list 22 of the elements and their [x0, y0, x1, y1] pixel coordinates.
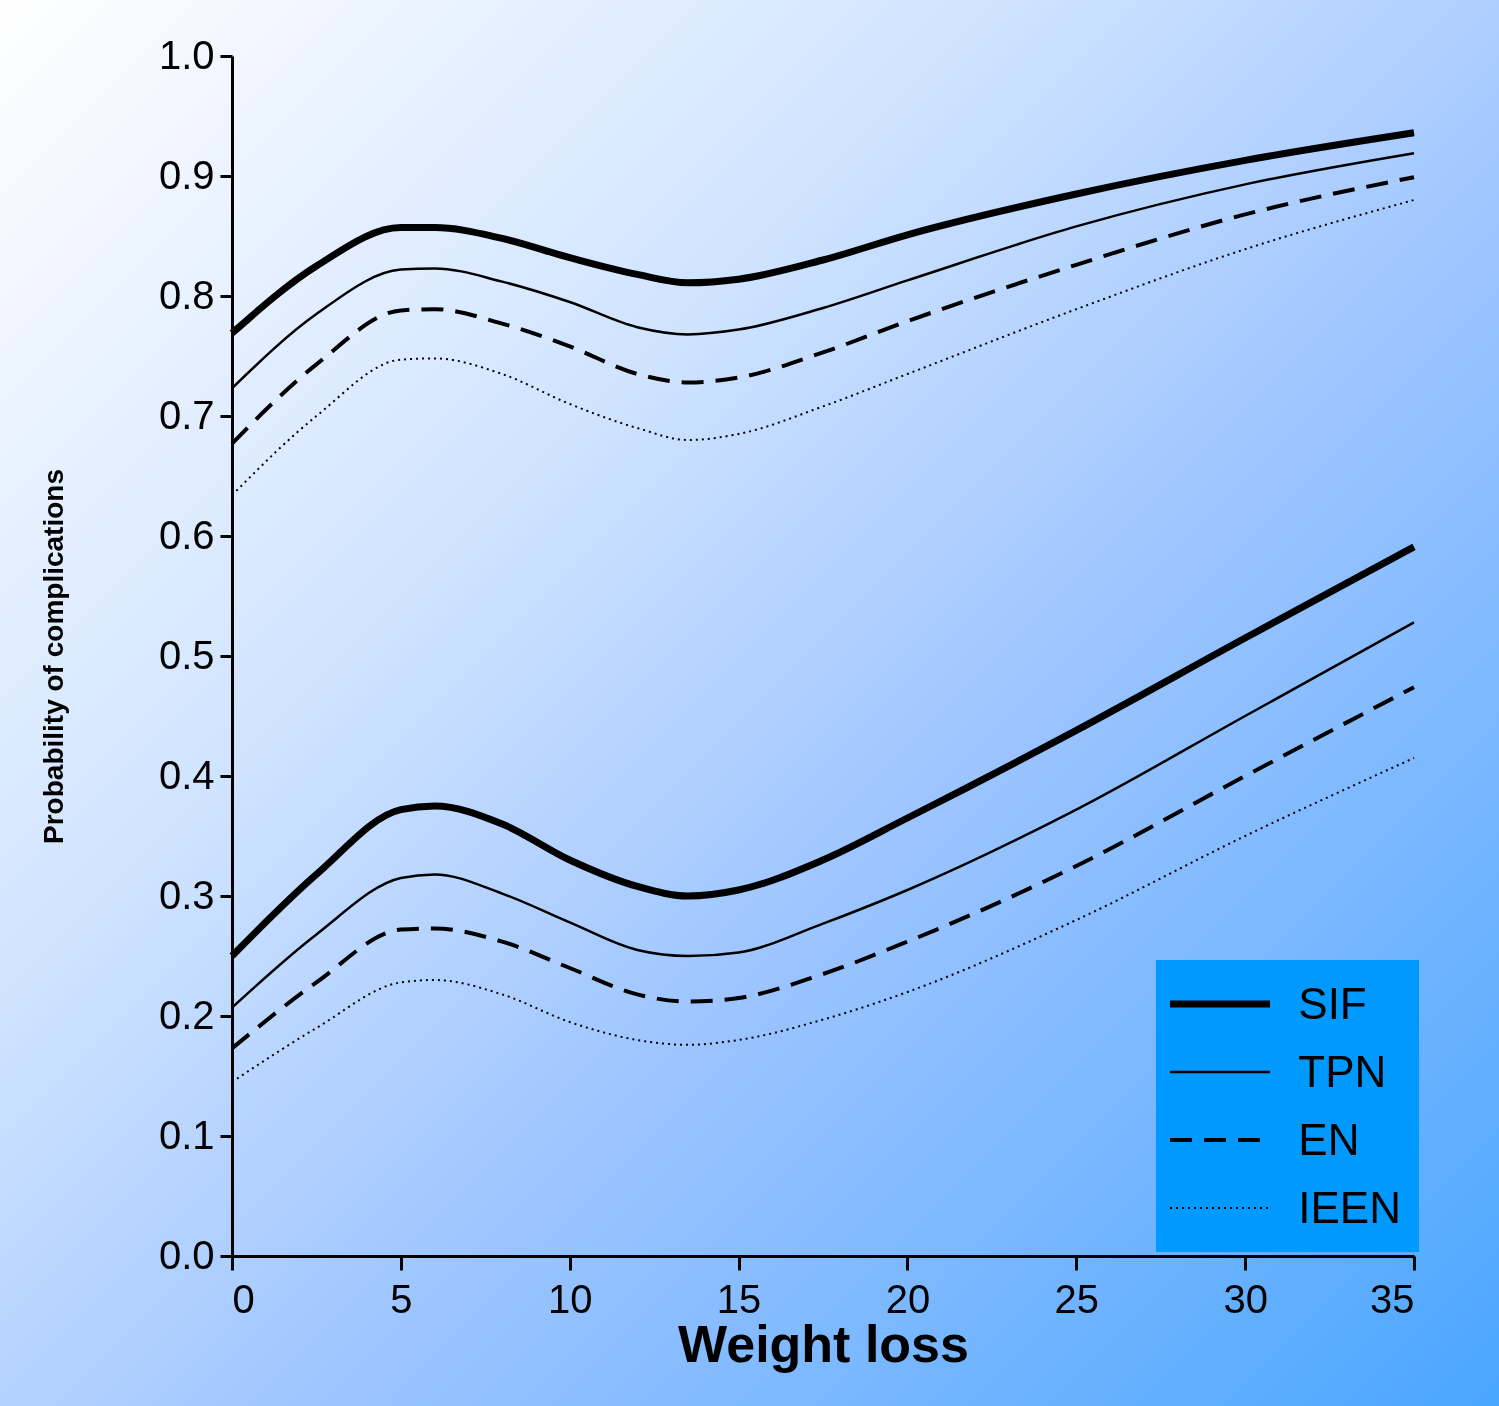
y-tick-label: 0.5: [158, 632, 215, 677]
y-tick-label: 0.9: [158, 152, 215, 197]
y-tick-label: 0.1: [158, 1112, 215, 1157]
legend-label: TPN: [1298, 1047, 1387, 1097]
y-tick-label: 0.0: [158, 1232, 215, 1277]
x-tick-label: 5: [390, 1276, 413, 1321]
y-tick-label: 0.6: [158, 512, 215, 557]
legend-label: IEEN: [1298, 1183, 1401, 1233]
legend-label: EN: [1298, 1115, 1360, 1165]
y-tick-label: 0.7: [158, 392, 215, 437]
y-tick-label: 0.2: [158, 992, 215, 1037]
y-axis-title: Probability of complications: [37, 469, 69, 844]
y-tick-label: 1.0: [158, 32, 215, 77]
legend-label: SIF: [1298, 979, 1367, 1029]
x-tick-label: 30: [1223, 1276, 1268, 1321]
y-tick-label: 0.8: [158, 272, 215, 317]
y-tick-label: 0.3: [158, 872, 215, 917]
x-tick-label: 35: [1370, 1276, 1415, 1321]
y-tick-label: 0.4: [158, 752, 215, 797]
x-tick-label: 10: [547, 1276, 593, 1321]
x-tick-label: 25: [1054, 1276, 1100, 1321]
x-tick-label: 0: [232, 1276, 255, 1321]
